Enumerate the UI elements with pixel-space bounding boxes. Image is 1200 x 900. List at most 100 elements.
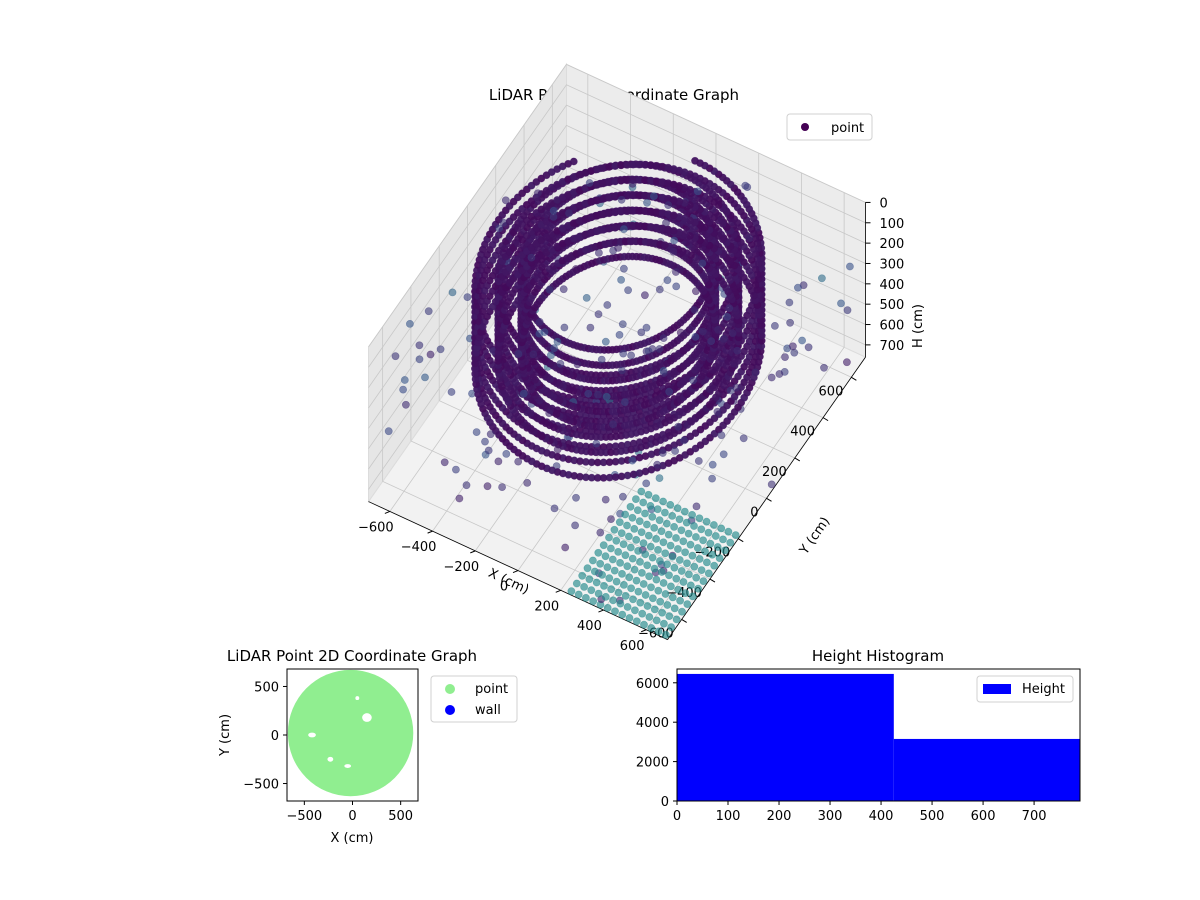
chart-3d-point — [670, 523, 678, 531]
chart-3d-point — [426, 350, 435, 359]
chart-3d-point — [586, 323, 595, 332]
chart-3d-ztick-label: 600 — [880, 319, 905, 334]
chart-3d-ztick-label: 700 — [880, 339, 905, 354]
chart-3d-point — [642, 479, 651, 488]
chart-3d-point — [781, 353, 789, 361]
chart-3d-point — [594, 548, 603, 557]
chart-3d-point — [686, 581, 695, 590]
chart-3d-ytick — [766, 497, 772, 502]
chart-3d-point — [612, 577, 621, 586]
chart-3d-point — [694, 457, 703, 465]
chart-3d-point — [846, 262, 854, 271]
chart-2d-gap — [362, 713, 372, 722]
chart-3d-point — [625, 614, 634, 622]
chart-3d-point — [665, 571, 673, 580]
chart-3d-point — [494, 457, 503, 466]
chart-3d-point — [820, 363, 828, 372]
chart-3d-point — [547, 351, 555, 360]
chart-3d-x-axis-line — [368, 501, 668, 640]
histogram-panel: Height Histogram 0 100 200 300 400 500 600 700 0… — [636, 647, 1081, 824]
chart-3d-point — [600, 582, 608, 590]
chart-2d-plot-area — [287, 669, 414, 797]
chart-3d-point — [650, 192, 658, 200]
chart-2d-xlabel: X (cm) — [331, 831, 374, 846]
chart-3d-point — [649, 594, 657, 603]
chart-3d-point — [462, 481, 471, 490]
chart-3d-point — [714, 325, 722, 334]
chart-3d-point — [723, 312, 731, 321]
chart-3d-point — [621, 398, 629, 406]
chart-2d-ytick-label: 0 — [271, 729, 279, 744]
chart-3d-point — [719, 535, 727, 544]
chart-3d-gridline-z — [368, 84, 866, 368]
chart-3d-point — [691, 332, 700, 341]
chart-3d-point — [657, 527, 666, 536]
chart-3d-point — [643, 198, 651, 207]
chart-3d-point — [553, 337, 562, 346]
chart-3d-point — [674, 585, 683, 594]
chart-3d-point — [672, 615, 681, 624]
chart-3d-gridline-z — [368, 104, 866, 388]
chart-3d-point — [535, 317, 544, 326]
chart-3d-point — [623, 603, 632, 611]
histogram-legend-label: Height — [1022, 682, 1065, 697]
chart-3d-xtick-label: 200 — [534, 599, 559, 614]
chart-3d-point — [436, 345, 445, 354]
chart-3d-point — [804, 343, 813, 352]
chart-3d-point — [626, 502, 635, 511]
chart-3d-point — [683, 559, 691, 568]
chart-3d-point — [710, 521, 718, 529]
chart-3d-point — [618, 570, 626, 578]
chart-3d-ztick-label: 200 — [880, 237, 905, 252]
chart-3d-legend-marker — [801, 123, 809, 131]
chart-3d-point — [601, 495, 610, 504]
chart-3d-point — [634, 547, 642, 555]
chart-3d-point — [654, 586, 663, 595]
chart-3d-xtick — [512, 570, 519, 574]
chart-3d-point — [609, 420, 617, 429]
chart-3d-point — [668, 552, 677, 561]
chart-3d-point — [615, 518, 624, 527]
chart-3d-point — [675, 515, 684, 524]
chart-3d-point — [728, 329, 737, 338]
chart-3d-point — [660, 619, 668, 628]
chart-3d-point — [618, 366, 626, 375]
chart-3d-point — [670, 604, 679, 613]
chart-3d-point — [655, 345, 664, 353]
chart-3d-point — [640, 620, 648, 629]
chart-3d-point — [672, 534, 680, 542]
chart-3d-point — [646, 501, 655, 510]
chart-3d-point — [726, 538, 735, 547]
chart-3d-point — [669, 211, 678, 220]
chart-3d-point — [660, 369, 668, 377]
chart-3d-point — [632, 536, 641, 544]
chart-3d-point — [550, 504, 559, 513]
chart-3d-point — [572, 493, 580, 502]
chart-3d-points — [384, 156, 854, 639]
chart-3d-point — [741, 181, 750, 190]
chart-3d-point — [641, 591, 650, 599]
chart-3d-point — [632, 617, 641, 626]
chart-3d-xtick — [555, 589, 561, 593]
chart-3d-point — [652, 575, 661, 584]
chart-3d-ytick — [681, 619, 687, 623]
chart-3d-point — [652, 616, 661, 625]
chart-3d-point — [567, 587, 576, 596]
histogram-xtick-label: 300 — [818, 809, 843, 824]
chart-2d-legend-marker-wall — [445, 705, 455, 715]
chart-3d-point — [670, 563, 679, 572]
chart-3d-point — [624, 286, 632, 295]
chart-3d-point — [502, 449, 511, 458]
chart-3d-point — [656, 557, 664, 565]
chart-3d-ytick-label: 0 — [750, 505, 758, 520]
chart-2d-gap — [308, 732, 316, 738]
chart-3d-point — [642, 323, 651, 332]
chart-3d-point — [625, 573, 634, 582]
chart-3d-point — [679, 578, 688, 586]
chart-3d-point — [644, 531, 653, 540]
chart-3d-point — [599, 541, 608, 550]
chart-3d-point — [659, 579, 668, 587]
chart-3d-gridline-z — [368, 145, 866, 429]
chart-3d-point — [610, 525, 619, 534]
chart-3d-point — [583, 564, 592, 573]
